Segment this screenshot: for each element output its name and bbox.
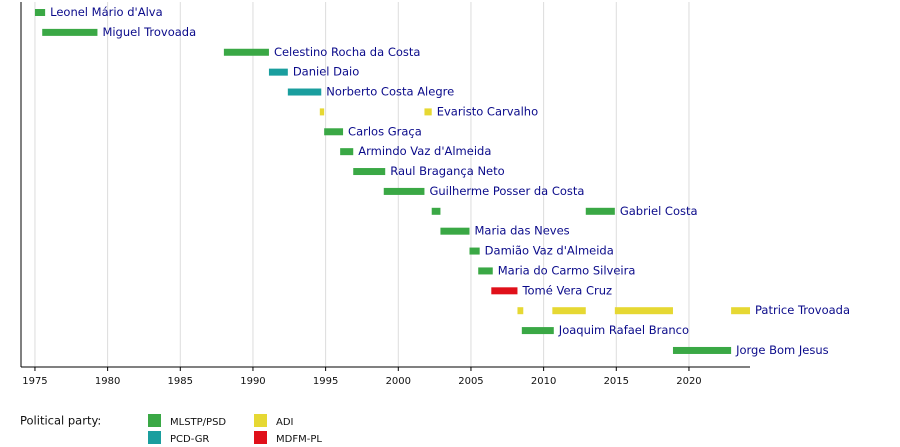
term-bar bbox=[340, 148, 354, 156]
term-bar bbox=[268, 68, 288, 76]
x-tick-label: 2000 bbox=[386, 376, 411, 387]
legend-label: MLSTP/PSD bbox=[170, 417, 226, 428]
pm-label: Gabriel Costa bbox=[620, 204, 698, 218]
legend-swatch bbox=[254, 414, 267, 427]
pm-label: Maria do Carmo Silveira bbox=[498, 263, 636, 277]
legend-swatch bbox=[148, 414, 161, 427]
term-bar bbox=[424, 108, 432, 116]
term-bar bbox=[585, 207, 615, 215]
term-bar bbox=[614, 307, 673, 315]
term-bar bbox=[383, 187, 425, 195]
x-tick-label: 1985 bbox=[168, 376, 193, 387]
x-tick-label: 1975 bbox=[22, 376, 47, 387]
term-bar bbox=[517, 307, 524, 315]
pm-label: Evaristo Carvalho bbox=[437, 104, 538, 118]
term-bar bbox=[223, 48, 269, 56]
term-bar bbox=[287, 88, 322, 96]
term-bar bbox=[491, 287, 518, 295]
x-tick-label: 2015 bbox=[604, 376, 629, 387]
term-bar bbox=[469, 247, 480, 255]
x-tick-label: 2010 bbox=[531, 376, 556, 387]
pm-label: Miguel Trovoada bbox=[102, 25, 196, 39]
pm-label: Patrice Trovoada bbox=[755, 303, 850, 317]
x-tick-label: 2020 bbox=[676, 376, 701, 387]
term-bar bbox=[34, 9, 46, 16]
term-bar bbox=[672, 346, 732, 354]
term-bar bbox=[353, 168, 386, 176]
term-bar bbox=[731, 307, 750, 315]
pm-label: Celestino Rocha da Costa bbox=[274, 45, 421, 59]
legend-label: ADI bbox=[276, 417, 294, 428]
term-bar bbox=[552, 307, 586, 315]
x-tick-label: 2005 bbox=[458, 376, 483, 387]
legend-label: PCD-GR bbox=[170, 434, 209, 445]
legend-swatch bbox=[254, 431, 267, 444]
pm-label: Raul Bragança Neto bbox=[390, 164, 504, 178]
x-tick-label: 1980 bbox=[95, 376, 120, 387]
term-bar bbox=[521, 327, 554, 335]
term-bar bbox=[431, 207, 441, 215]
pm-label: Joaquim Rafael Branco bbox=[558, 323, 689, 337]
term-bar bbox=[42, 28, 98, 36]
pm-label: Armindo Vaz d'Almeida bbox=[358, 144, 491, 158]
legend-title: Political party: bbox=[20, 414, 101, 428]
pm-label: Tomé Vera Cruz bbox=[521, 283, 612, 297]
legend-label: MDFM-PL bbox=[276, 434, 322, 445]
pm-label: Guilherme Posser da Costa bbox=[429, 184, 584, 198]
pm-label: Jorge Bom Jesus bbox=[735, 343, 829, 357]
pm-label: Maria das Neves bbox=[475, 224, 570, 238]
legend-swatch bbox=[148, 431, 161, 444]
term-bar bbox=[319, 108, 325, 116]
term-bar bbox=[440, 227, 470, 235]
term-bar bbox=[324, 128, 344, 136]
pm-label: Daniel Daio bbox=[293, 65, 359, 79]
x-tick-label: 1995 bbox=[313, 376, 338, 387]
pm-label: Leonel Mário d'Alva bbox=[50, 5, 163, 19]
pm-label: Carlos Graça bbox=[348, 124, 422, 138]
x-tick-label: 1990 bbox=[240, 376, 265, 387]
term-bar bbox=[478, 267, 493, 275]
pm-label: Norberto Costa Alegre bbox=[326, 85, 454, 99]
pm-label: Damião Vaz d'Almeida bbox=[485, 244, 614, 258]
